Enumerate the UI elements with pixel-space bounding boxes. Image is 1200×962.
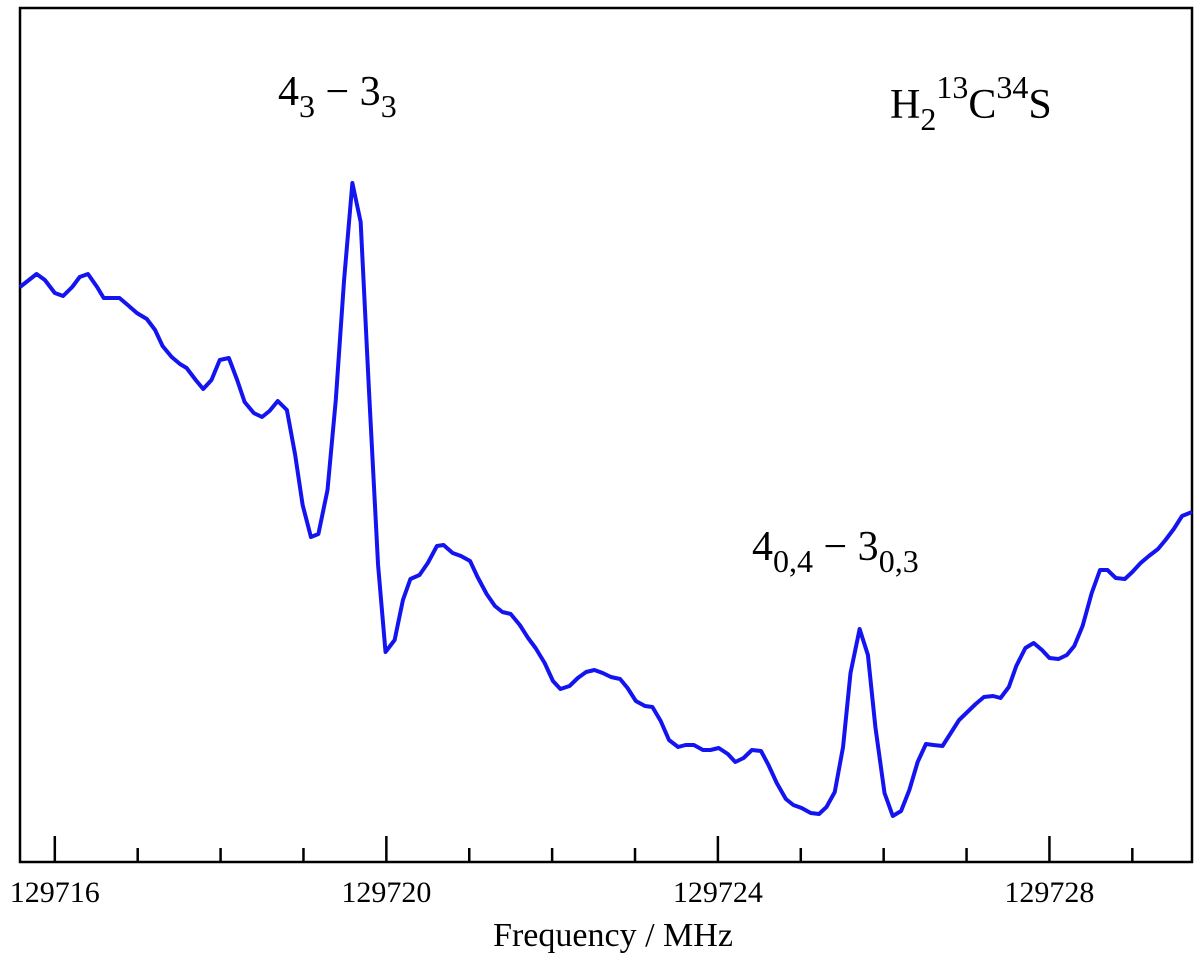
spectrum-line: [18, 181, 1193, 818]
annotation-text: H: [890, 82, 920, 128]
annotation-subscript: 3: [299, 88, 315, 124]
x-tick-label: 129716: [10, 876, 100, 909]
annotation-text: C: [968, 82, 996, 128]
annotation-text: − 3: [315, 69, 381, 115]
annotation-text: S: [1028, 82, 1051, 128]
x-tick-label: 129724: [673, 876, 763, 909]
annotation-supscript: 34: [996, 69, 1028, 105]
x-tick-label: 129728: [1004, 876, 1094, 909]
annotation: 40,4 − 30,3: [752, 524, 919, 579]
annotation-text: 4: [752, 524, 773, 570]
annotation-text: 4: [278, 69, 299, 115]
annotation-supscript: 13: [936, 69, 968, 105]
annotation-subscript: 3: [381, 88, 397, 124]
annotation: 43 − 33: [278, 69, 397, 124]
annotation-subscript: 0,4: [773, 543, 813, 579]
annotation-subscript: 0,3: [879, 543, 919, 579]
annotation-text: − 3: [813, 524, 879, 570]
x-tick-label: 129720: [341, 876, 431, 909]
x-axis-label: Frequency / MHz: [493, 917, 733, 954]
annotation: H213C34S: [890, 69, 1052, 137]
plot-frame: [18, 6, 1194, 864]
annotation-subscript: 2: [920, 101, 936, 137]
